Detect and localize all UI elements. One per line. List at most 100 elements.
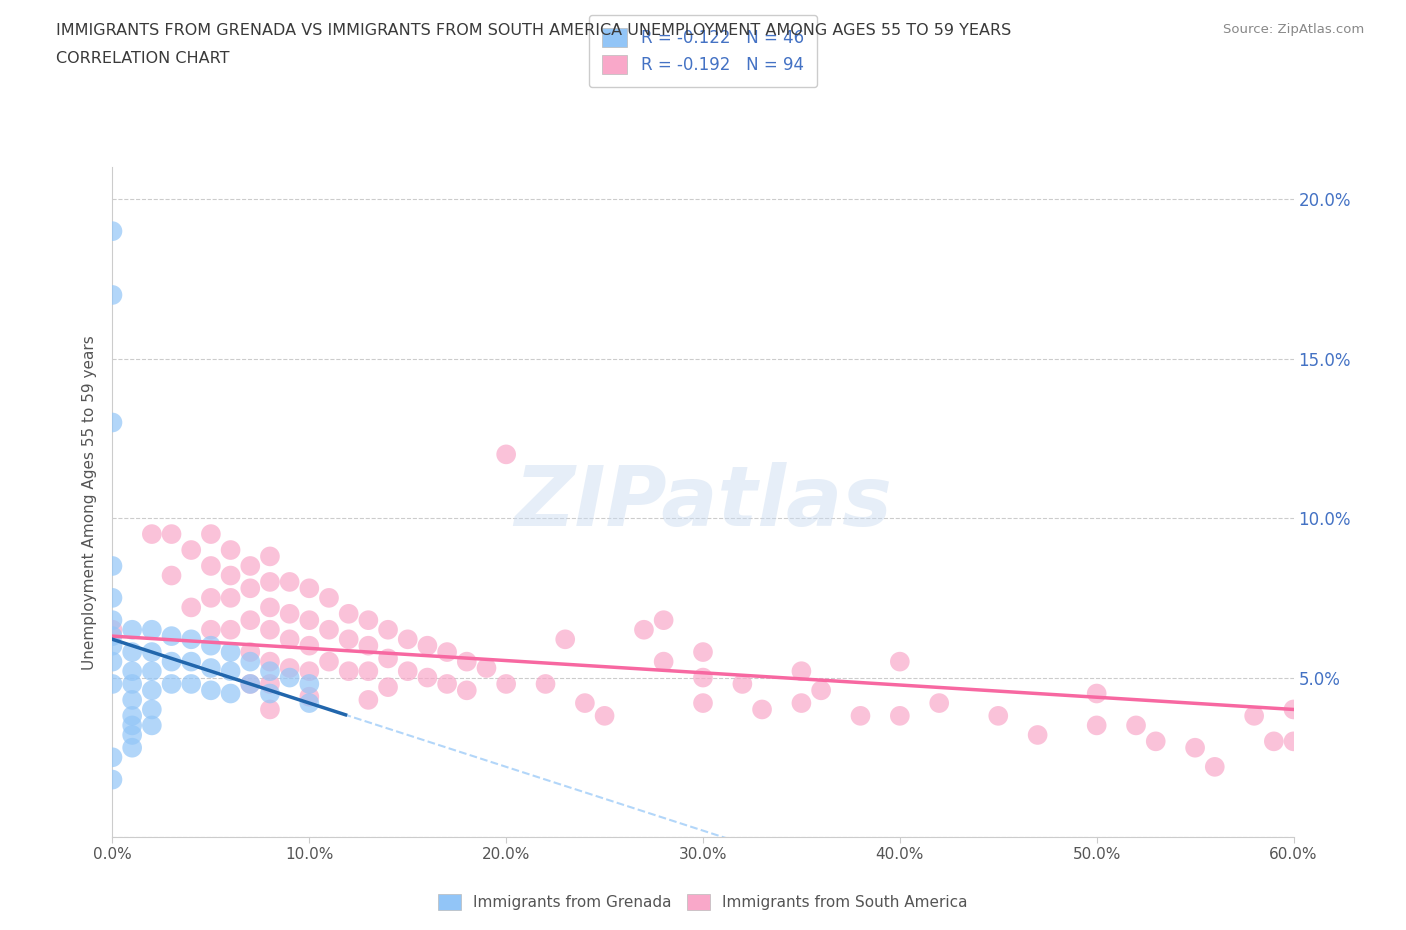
Point — [1204, 760, 1226, 775]
Point — [456, 654, 478, 669]
Point — [141, 526, 163, 541]
Point — [396, 664, 419, 679]
Point — [141, 702, 163, 717]
Point — [121, 622, 143, 637]
Point — [121, 740, 143, 755]
Point — [652, 613, 675, 628]
Point — [475, 660, 498, 675]
Point — [239, 581, 262, 596]
Point — [1282, 734, 1305, 749]
Point — [298, 638, 321, 653]
Point — [416, 638, 439, 653]
Point — [160, 654, 183, 669]
Point — [180, 542, 202, 557]
Point — [101, 629, 124, 644]
Point — [889, 709, 911, 724]
Point — [200, 638, 222, 653]
Text: IMMIGRANTS FROM GRENADA VS IMMIGRANTS FROM SOUTH AMERICA UNEMPLOYMENT AMONG AGES: IMMIGRANTS FROM GRENADA VS IMMIGRANTS FR… — [56, 23, 1011, 38]
Point — [259, 575, 281, 590]
Point — [160, 526, 183, 541]
Point — [160, 676, 183, 691]
Point — [101, 591, 124, 605]
Point — [141, 683, 163, 698]
Point — [101, 415, 124, 430]
Point — [101, 224, 124, 239]
Point — [436, 644, 458, 659]
Point — [200, 622, 222, 637]
Point — [278, 660, 301, 675]
Point — [219, 686, 242, 701]
Point — [318, 622, 340, 637]
Point — [219, 542, 242, 557]
Point — [692, 671, 714, 685]
Point — [180, 631, 202, 646]
Point — [495, 447, 517, 462]
Point — [101, 622, 124, 637]
Point — [337, 631, 360, 646]
Point — [1026, 727, 1049, 742]
Point — [456, 683, 478, 698]
Point — [1243, 709, 1265, 724]
Point — [200, 559, 222, 574]
Point — [889, 654, 911, 669]
Point — [121, 718, 143, 733]
Point — [298, 581, 321, 596]
Point — [200, 660, 222, 675]
Point — [121, 709, 143, 724]
Point — [298, 689, 321, 704]
Point — [259, 549, 281, 564]
Point — [219, 568, 242, 583]
Point — [574, 696, 596, 711]
Point — [141, 664, 163, 679]
Point — [180, 676, 202, 691]
Point — [259, 600, 281, 615]
Point — [396, 631, 419, 646]
Point — [121, 644, 143, 659]
Point — [790, 664, 813, 679]
Point — [121, 727, 143, 742]
Point — [1263, 734, 1285, 749]
Point — [1125, 718, 1147, 733]
Point — [121, 693, 143, 708]
Point — [357, 638, 380, 653]
Text: CORRELATION CHART: CORRELATION CHART — [56, 51, 229, 66]
Point — [219, 644, 242, 659]
Point — [278, 631, 301, 646]
Point — [101, 654, 124, 669]
Point — [377, 622, 399, 637]
Point — [337, 606, 360, 621]
Point — [692, 696, 714, 711]
Point — [239, 644, 262, 659]
Point — [239, 613, 262, 628]
Point — [692, 644, 714, 659]
Point — [180, 600, 202, 615]
Point — [298, 696, 321, 711]
Point — [101, 287, 124, 302]
Point — [259, 702, 281, 717]
Point — [101, 613, 124, 628]
Point — [1184, 740, 1206, 755]
Point — [1282, 702, 1305, 717]
Point — [377, 651, 399, 666]
Point — [928, 696, 950, 711]
Point — [436, 676, 458, 691]
Point — [219, 622, 242, 637]
Point — [298, 664, 321, 679]
Point — [219, 664, 242, 679]
Point — [259, 676, 281, 691]
Point — [141, 644, 163, 659]
Point — [160, 629, 183, 644]
Point — [239, 676, 262, 691]
Point — [239, 559, 262, 574]
Point — [298, 613, 321, 628]
Point — [101, 676, 124, 691]
Point — [219, 591, 242, 605]
Point — [259, 622, 281, 637]
Text: ZIPatlas: ZIPatlas — [515, 461, 891, 543]
Point — [278, 575, 301, 590]
Point — [200, 683, 222, 698]
Point — [1085, 718, 1108, 733]
Point — [200, 591, 222, 605]
Point — [239, 654, 262, 669]
Point — [337, 664, 360, 679]
